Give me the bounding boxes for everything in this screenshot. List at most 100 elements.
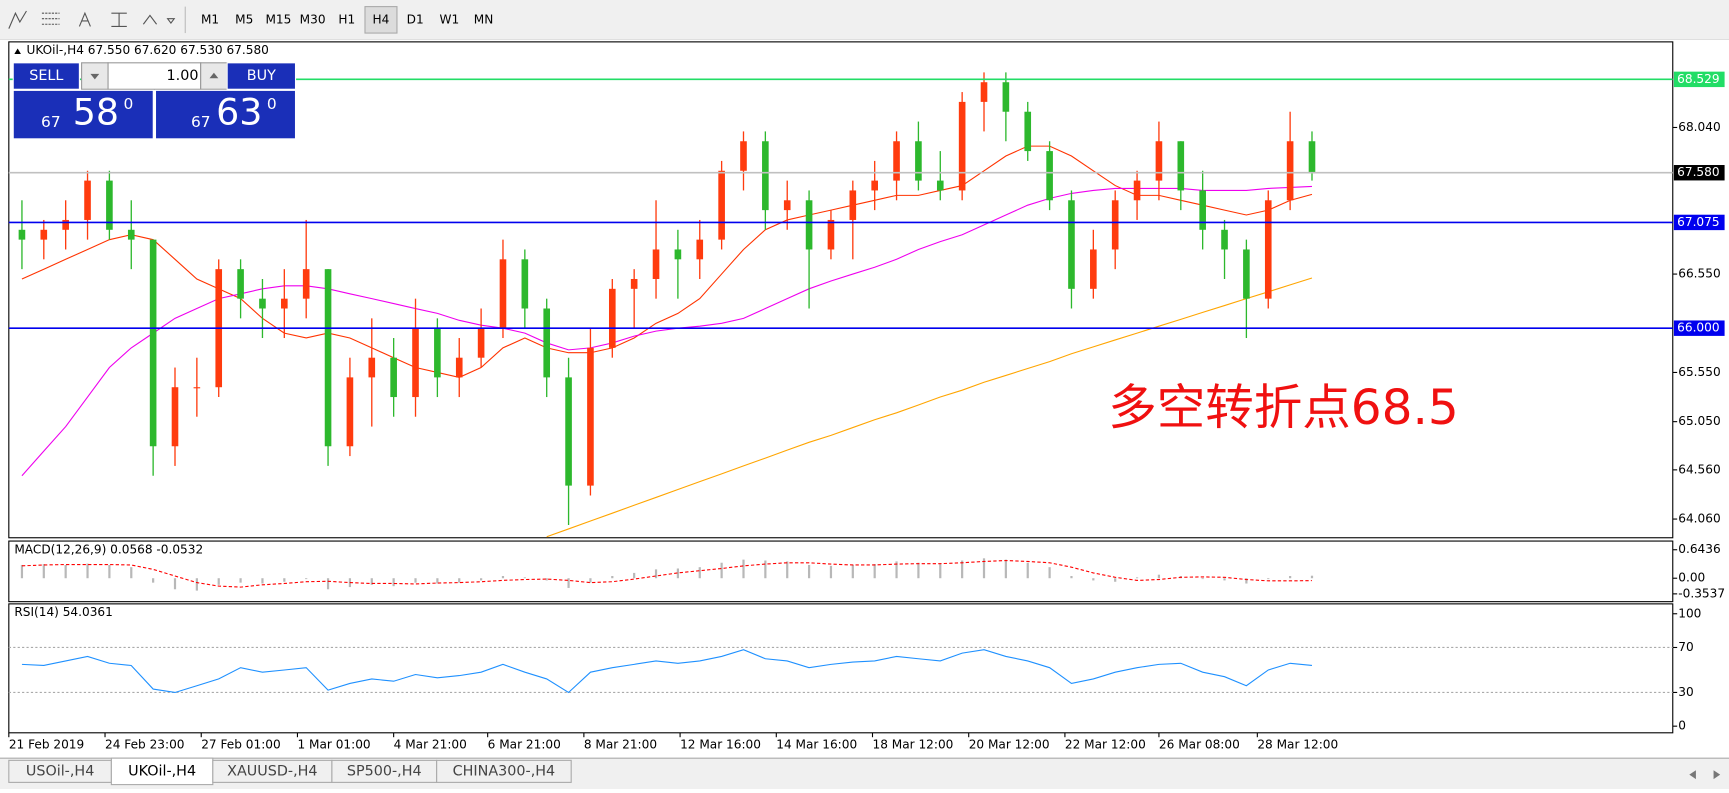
candle-body: [915, 141, 922, 181]
macd-bar: [523, 577, 526, 579]
lot-down-arrow: [90, 73, 100, 80]
rsi-line: [21, 649, 1313, 694]
y-tick-label: 65.550: [1678, 365, 1720, 379]
timeframe-button[interactable]: M15: [265, 12, 291, 26]
candle-body: [827, 219, 835, 250]
macd-bar: [283, 578, 286, 582]
candle-body: [346, 377, 354, 447]
candle-body: [762, 141, 769, 211]
macd-bar: [764, 560, 767, 579]
moving-average: [546, 277, 1313, 538]
candle-body: [1221, 229, 1228, 250]
icon-arrows[interactable]: [142, 14, 176, 25]
macd-bar: [545, 578, 548, 581]
tab-label: UKOil-,H4: [128, 763, 196, 779]
macd-bar: [239, 578, 242, 583]
bid-box[interactable]: [12, 89, 154, 140]
tab-label: CHINA300-,H4: [453, 763, 556, 779]
tab-label: USOil-,H4: [26, 763, 94, 779]
scroll-left[interactable]: [1689, 770, 1696, 780]
scroll-right[interactable]: [1713, 770, 1721, 780]
price-label-box: [1673, 165, 1725, 181]
macd-bar: [261, 578, 264, 584]
x-tick-label: 27 Feb 01:00: [201, 737, 280, 751]
candle-body: [1046, 151, 1053, 201]
macd-bar: [326, 578, 330, 590]
panel-frame: [8, 603, 1674, 734]
candle-body: [958, 101, 966, 191]
timeframe-button[interactable]: MN: [474, 12, 494, 26]
price-label: 67.075: [1677, 215, 1719, 229]
x-tick-label: 24 Feb 23:00: [105, 737, 184, 751]
macd-bar: [961, 560, 964, 579]
collapse-icon: [14, 48, 21, 54]
candle-body: [1199, 190, 1206, 230]
macd-bar: [436, 578, 439, 584]
candle-body: [1024, 111, 1032, 152]
macd-bar: [1289, 576, 1292, 579]
toolbar-icons: [8, 6, 186, 34]
x-tick-label: 6 Mar 21:00: [488, 737, 561, 751]
timeframe-button[interactable]: M5: [235, 12, 253, 26]
candle-body: [149, 239, 157, 447]
ask-box[interactable]: [154, 89, 297, 140]
candle-body: [1133, 180, 1141, 201]
timeframe-button[interactable]: D1: [407, 12, 424, 26]
candle-body: [893, 141, 900, 181]
x-tick-label: 1 Mar 01:00: [297, 737, 370, 751]
bid-point: 0: [124, 95, 134, 113]
ask-point: 0: [267, 95, 277, 113]
macd-bar: [786, 561, 789, 579]
timeframe-button[interactable]: M30: [300, 12, 326, 26]
timeframe-button[interactable]: H1: [338, 12, 355, 26]
macd-bar: [64, 564, 67, 579]
macd-bar: [42, 564, 45, 579]
candle-body: [237, 269, 244, 299]
candle-body: [302, 269, 310, 299]
x-tick-label: 21 Feb 2019: [9, 737, 84, 751]
icon-text: [78, 11, 91, 27]
macd-bar: [1114, 578, 1117, 582]
candle-body: [783, 200, 791, 211]
panel-frame: [8, 540, 1674, 603]
macd-bar: [414, 578, 417, 583]
bid-big: 67: [41, 113, 61, 131]
macd-bar: [370, 578, 373, 585]
plots: UKOil-,H4 67.550 67.620 67.530 67.580 64.…: [8, 41, 1725, 751]
bid-pips: 58: [73, 91, 119, 134]
y-tick-label: 30: [1678, 685, 1693, 699]
lot-input[interactable]: [107, 62, 202, 90]
icon-fibo: [41, 12, 60, 25]
timeframe-button[interactable]: H4: [373, 12, 390, 26]
candle-body: [608, 288, 616, 348]
lot-up-arrow: [209, 72, 219, 79]
candle-body: [259, 298, 266, 309]
candle-body: [740, 141, 747, 171]
buy-button[interactable]: [226, 62, 297, 90]
candle-body: [127, 229, 135, 240]
candle-body: [630, 278, 638, 289]
candle-body: [1090, 249, 1097, 289]
macd-bar: [1135, 577, 1139, 579]
macd-bar: [851, 564, 854, 579]
macd-bar: [1048, 567, 1051, 579]
macd-bar: [1026, 562, 1029, 579]
macd-bar: [501, 576, 505, 579]
ask-big: 67: [191, 113, 211, 131]
macd-bar: [480, 578, 483, 581]
tab[interactable]: [436, 759, 572, 783]
y-tick-label: 64.060: [1678, 512, 1720, 526]
x-tick-label: 8 Mar 21:00: [584, 737, 657, 751]
macd-bar: [1267, 578, 1270, 580]
moving-average: [21, 185, 1312, 477]
candle-body: [455, 357, 463, 378]
x-tick-label: 12 Mar 16:00: [680, 737, 761, 751]
timeframe-button[interactable]: M1: [201, 12, 219, 26]
macd-signal: [21, 560, 1312, 588]
timeframe-button[interactable]: W1: [439, 12, 459, 26]
macd-bar: [1157, 574, 1161, 579]
y-tick-label: 100: [1678, 606, 1701, 620]
sell-button[interactable]: [12, 62, 80, 90]
macd-bar: [108, 564, 111, 579]
candle-body: [696, 239, 704, 260]
